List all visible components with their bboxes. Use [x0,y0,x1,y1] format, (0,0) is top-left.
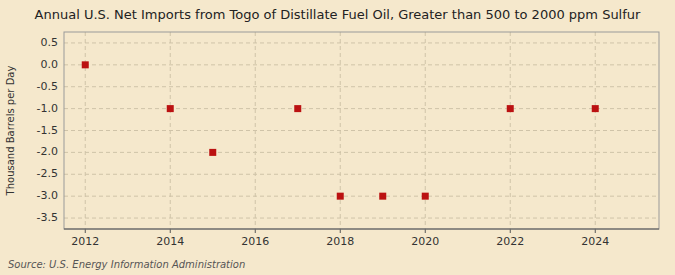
point [592,105,599,112]
x-tick-mark [595,229,596,233]
y-grid-line [64,174,659,175]
x-tick-mark [510,229,511,233]
x-tick-mark [255,229,256,233]
x-grid-line [170,32,171,229]
point [294,105,301,112]
x-tick-label: 2012 [71,235,99,248]
x-tick-mark [85,229,86,233]
axes: 0.5 0.0 -0.5 -1.0 -1.5 -2.0 -2.5 -3.0 -3.5 2012 20… [37,32,659,248]
x-tick-label: 2018 [326,235,354,248]
y-tick-label: -0.5 [37,80,58,93]
background [0,0,675,275]
chart-container: 0.5 0.0 -0.5 -1.0 -1.5 -2.0 -2.5 -3.0 -3.5 2012 20… [0,0,675,275]
x-tick-mark [170,229,171,233]
y-tick-label: 0.0 [41,58,59,71]
x-axis-line [64,229,659,230]
x-tick-label: 2016 [241,235,269,248]
y-tick-label: -2.0 [37,145,58,158]
source-note: Source: U.S. Energy Information Administ… [8,259,245,270]
point [337,193,344,200]
point [209,149,216,156]
y-tick-label: -3.0 [37,189,58,202]
chart-title: Annual U.S. Net Imports from Togo of Dis… [35,7,641,22]
point [379,193,386,200]
y-grid-line [64,42,659,43]
x-grid-line [255,32,256,229]
y-tick-label: -2.5 [37,167,58,180]
x-tick-label: 2020 [411,235,439,248]
x-grid-line [595,32,596,229]
x-tick-mark [425,229,426,233]
grid [64,32,659,229]
y-grid-line [64,218,659,219]
y-grid-line [64,108,659,109]
chart-svg: 0.5 0.0 -0.5 -1.0 -1.5 -2.0 -2.5 -3.0 -3.5 2012 20… [0,0,675,275]
points [82,61,599,199]
x-tick-label: 2022 [496,235,524,248]
y-tick-label: -1.0 [37,102,58,115]
point [82,61,89,68]
y-grid-line [64,152,659,153]
y-axis-label: Thousand Barrels per Day [5,66,16,197]
y-tick-label: 0.5 [41,36,59,49]
point [167,105,174,112]
y-grid-line [64,130,659,131]
y-tick-label: -1.5 [37,124,58,137]
y-grid-line [64,64,659,65]
point [507,105,514,112]
x-grid-line [510,32,511,229]
y-tick-label: -3.5 [37,211,58,224]
x-tick-label: 2014 [156,235,184,248]
x-tick-label: 2024 [581,235,609,248]
y-grid-line [64,86,659,87]
y-grid-line [64,196,659,197]
x-tick-mark [340,229,341,233]
point [422,193,429,200]
plot-frame [64,32,659,229]
